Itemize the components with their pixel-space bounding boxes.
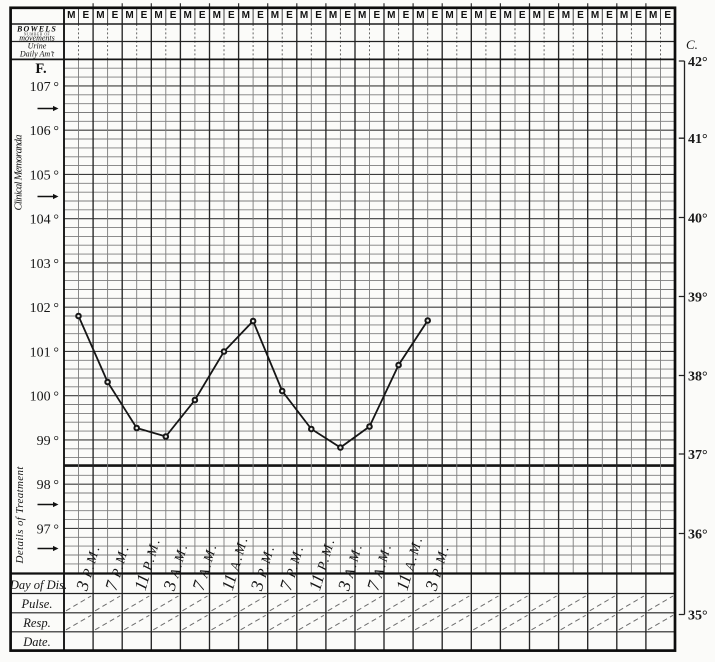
svg-text:M: M (358, 10, 366, 21)
svg-text:102 °: 102 ° (30, 301, 59, 316)
svg-text:M: M (620, 10, 628, 21)
svg-text:BOWELS: BOWELS (16, 25, 57, 34)
svg-text:100 °: 100 ° (30, 390, 59, 405)
svg-text:M: M (445, 10, 453, 21)
svg-text:M: M (184, 10, 192, 21)
svg-text:97 °: 97 ° (37, 522, 59, 537)
svg-text:M: M (242, 10, 250, 21)
svg-text:M: M (96, 10, 104, 21)
svg-text:M: M (154, 10, 162, 21)
svg-text:Pulse.: Pulse. (21, 597, 53, 611)
svg-text:Resp.: Resp. (22, 616, 50, 630)
svg-text:E: E (461, 10, 468, 21)
svg-text:E: E (664, 10, 671, 21)
svg-text:Daily Am’t: Daily Am’t (19, 49, 55, 58)
svg-text:104 °: 104 ° (30, 213, 59, 228)
svg-text:movements: movements (19, 34, 55, 43)
svg-text:Clinical Memoranda: Clinical Memoranda (14, 135, 25, 211)
svg-text:E: E (432, 10, 439, 21)
svg-text:E: E (519, 10, 526, 21)
svg-text:101 °: 101 ° (30, 345, 59, 360)
svg-text:E: E (577, 10, 584, 21)
svg-text:36°: 36° (688, 528, 708, 543)
svg-text:M: M (67, 10, 75, 21)
svg-text:M: M (591, 10, 599, 21)
svg-text:C.: C. (686, 37, 698, 52)
svg-text:107 °: 107 ° (30, 80, 59, 95)
svg-text:M: M (329, 10, 337, 21)
svg-text:105 °: 105 ° (30, 168, 59, 183)
svg-text:106 °: 106 ° (30, 124, 59, 139)
svg-text:E: E (199, 10, 206, 21)
svg-text:103 °: 103 ° (30, 257, 59, 272)
svg-text:M: M (271, 10, 279, 21)
svg-text:M: M (125, 10, 133, 21)
svg-text:38°: 38° (688, 370, 708, 385)
svg-text:M: M (533, 10, 541, 21)
svg-text:M: M (213, 10, 221, 21)
svg-text:E: E (286, 10, 293, 21)
svg-text:Day of Dis.: Day of Dis. (9, 578, 67, 592)
svg-text:E: E (228, 10, 235, 21)
svg-text:M: M (300, 10, 308, 21)
svg-text:41°: 41° (688, 132, 708, 147)
svg-text:E: E (490, 10, 497, 21)
svg-text:NUMBER OF: NUMBER OF (24, 33, 50, 37)
svg-text:E: E (141, 10, 148, 21)
svg-text:M: M (562, 10, 570, 21)
svg-text:35°: 35° (688, 609, 708, 624)
svg-text:M: M (504, 10, 512, 21)
svg-text:E: E (315, 10, 322, 21)
svg-text:98 °: 98 ° (37, 478, 59, 493)
svg-text:Urine: Urine (28, 41, 47, 50)
svg-text:40°: 40° (688, 212, 708, 227)
svg-text:E: E (403, 10, 410, 21)
svg-text:37°: 37° (688, 448, 708, 463)
svg-text:Date.: Date. (22, 635, 50, 649)
svg-text:E: E (548, 10, 555, 21)
svg-text:E: E (82, 10, 89, 21)
svg-text:M: M (416, 10, 424, 21)
svg-text:F.: F. (35, 61, 46, 77)
svg-text:Details of Treatment: Details of Treatment (14, 466, 26, 565)
svg-text:M: M (474, 10, 482, 21)
svg-text:42°: 42° (688, 55, 708, 70)
svg-text:E: E (635, 10, 642, 21)
svg-text:39°: 39° (688, 291, 708, 306)
svg-text:E: E (373, 10, 380, 21)
svg-text:99 °: 99 ° (37, 434, 59, 449)
svg-text:E: E (257, 10, 264, 21)
svg-text:E: E (170, 10, 177, 21)
svg-text:E: E (606, 10, 613, 21)
svg-text:E: E (112, 10, 119, 21)
svg-text:M: M (649, 10, 657, 21)
svg-text:E: E (344, 10, 351, 21)
svg-text:M: M (387, 10, 395, 21)
